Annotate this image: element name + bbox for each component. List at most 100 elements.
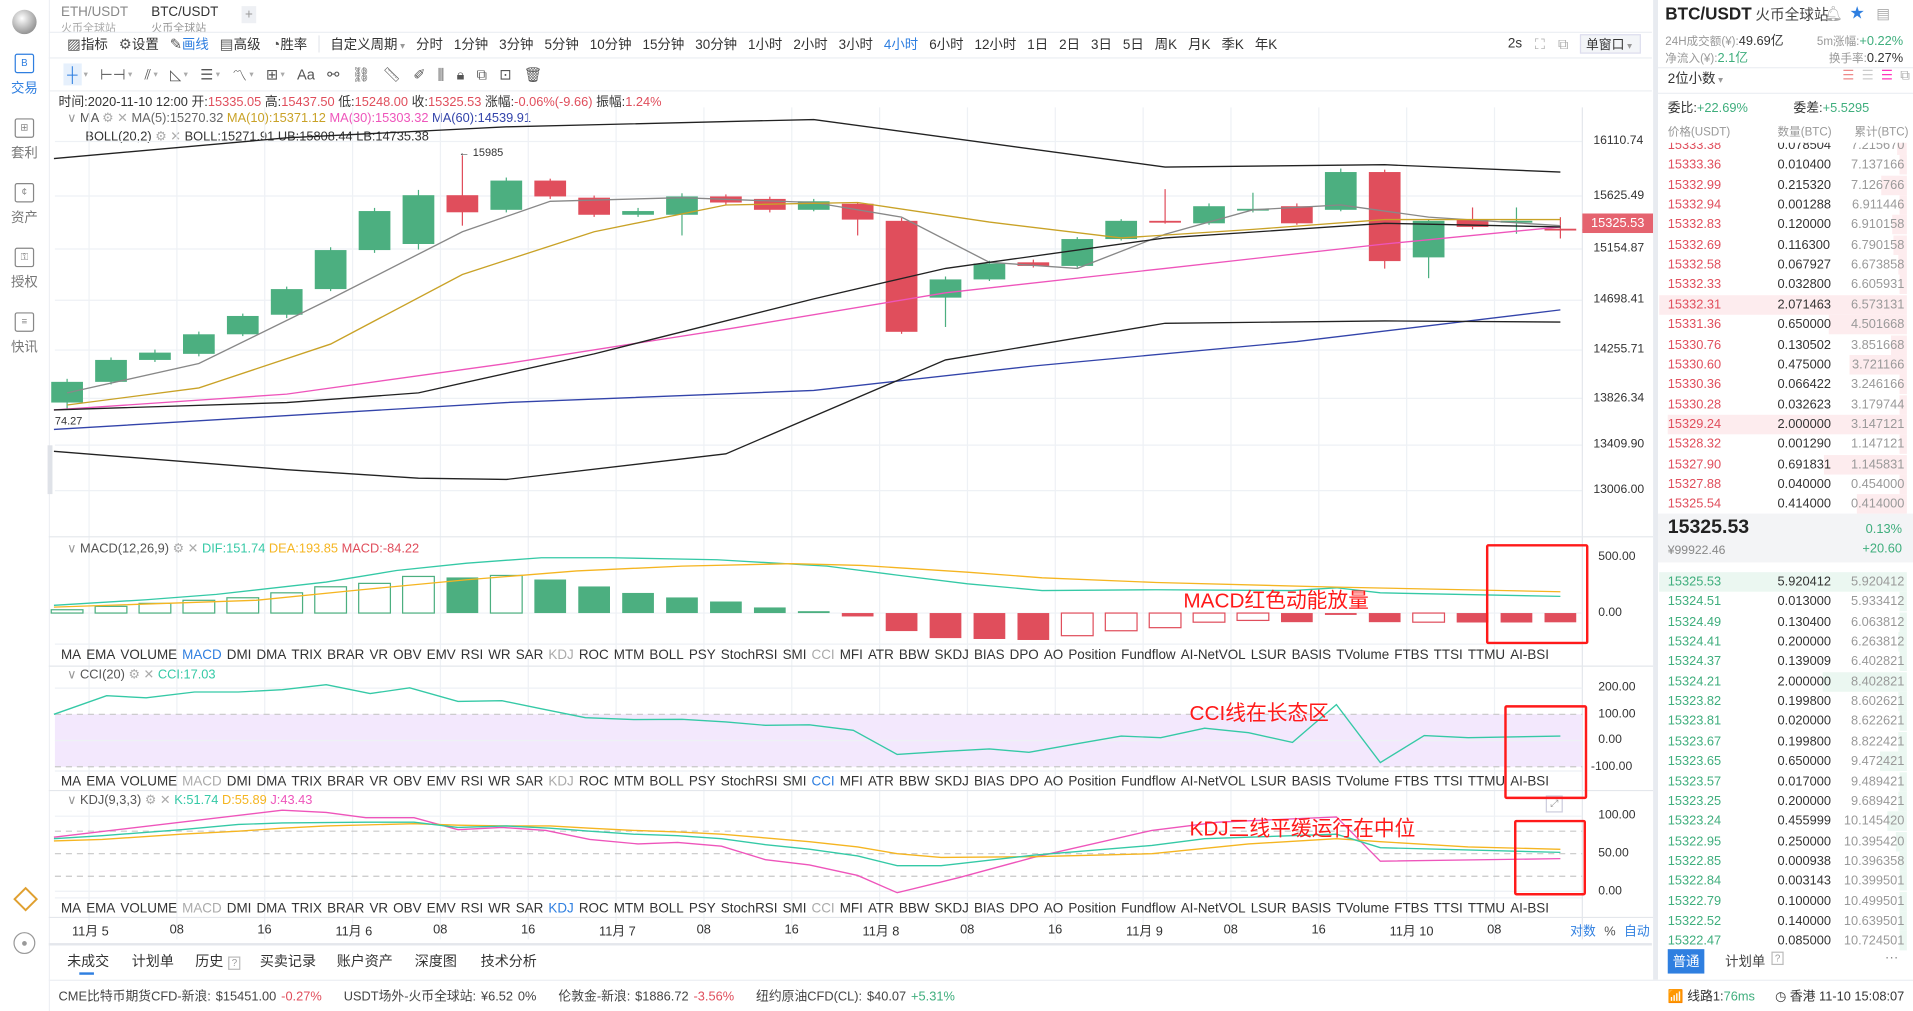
indicator-bbw[interactable]: BBW [898,774,930,790]
indicator-ttsi[interactable]: TTSI [1433,901,1463,917]
parallel-lines-icon[interactable]: ⫽ [144,65,152,83]
settings-icon[interactable]: ⚙ [102,111,114,126]
period-option[interactable]: 5分钟 [544,37,579,53]
indicator-smi[interactable]: SMI [782,774,807,790]
period-option[interactable]: 3小时 [838,37,873,53]
bid-row[interactable]: 15323.67 0.199800 8.822421 [1659,731,1907,752]
fullscreen-icon[interactable]: ⛶ [1534,35,1546,53]
indicator-basis[interactable]: BASIS [1291,647,1332,663]
indicator-skdj[interactable]: SKDJ [934,774,969,790]
ask-row[interactable]: 15332.83 0.120000 6.910158 [1659,215,1907,235]
chevron-down-icon[interactable]: ▾ [128,70,133,80]
indicator-fundflow[interactable]: Fundflow [1121,647,1176,663]
ticker-item[interactable]: 伦敦金-新浪: $1886.72 -3.56% [558,987,734,1005]
indicator-volume[interactable]: VOLUME [120,774,178,790]
indicator-cci[interactable]: CCI [811,647,835,663]
indicator-vr[interactable]: VR [369,647,389,663]
settings-icon[interactable]: ⚙ [144,793,157,808]
indicator-vr[interactable]: VR [369,901,389,917]
ask-row[interactable]: 15330.28 0.032623 3.179744 [1659,394,1907,415]
bid-row[interactable]: 15323.57 0.017000 9.489421 [1659,771,1907,792]
auto-scale-toggle[interactable]: 自动 [1624,924,1650,940]
indicator-ma[interactable]: MA [61,647,82,663]
indicator-emv[interactable]: EMV [426,647,456,663]
indicator-trix[interactable]: TRIX [291,774,322,790]
collapse-icon[interactable]: ∨ [67,793,77,808]
period-option[interactable]: 月K [1188,37,1211,53]
indicator-position[interactable]: Position [1068,901,1117,917]
period-option[interactable]: 6小时 [929,37,964,53]
settings-icon[interactable]: ● [13,932,36,955]
chevron-down-icon[interactable]: ▾ [153,70,158,80]
chevron-down-icon[interactable]: ▾ [280,70,285,80]
indicator-ao[interactable]: AO [1043,774,1064,790]
indicator-kdj[interactable]: KDJ [548,901,574,917]
sidebar-item[interactable]: ¢ 资产 [0,183,49,227]
indicator-rsi[interactable]: RSI [460,647,484,663]
indicator-volume[interactable]: VOLUME [120,647,178,663]
sidebar-item[interactable]: B 交易 [0,53,49,98]
indicator-ftbs[interactable]: FTBS [1394,647,1429,663]
depth-view-toggles[interactable]: ☰☰☰⧉ [1842,68,1910,83]
percent-scale-toggle[interactable]: % [1604,924,1616,940]
indicator-boll[interactable]: BOLL [649,774,684,790]
tool-3[interactable]: ▤ 高级 [220,34,261,54]
close-icon[interactable]: ✕ [170,129,181,144]
copy-icon[interactable]: ⧉ [476,65,488,83]
indicator-atr[interactable]: ATR [867,647,894,663]
collapse-icon[interactable]: ∨ [67,667,77,682]
indicator-sar[interactable]: SAR [515,774,544,790]
bid-row[interactable]: 15324.37 0.139009 6.402821 [1659,651,1907,672]
ticker-item[interactable]: USDT场外-火币全球站: ¥6.52 0% [344,987,537,1005]
indicator-sar[interactable]: SAR [515,901,544,917]
ask-row[interactable]: 15332.94 0.001288 6.911446 [1659,195,1907,215]
indicator-dpo[interactable]: DPO [1009,647,1039,663]
bid-row[interactable]: 15323.25 0.200000 9.689421 [1659,791,1907,812]
bottom-tab[interactable]: 技术分析 [481,952,537,972]
bid-row[interactable]: 15323.81 0.020000 8.622621 [1659,711,1907,732]
indicator-dmi[interactable]: DMI [226,647,252,663]
indicator-cci[interactable]: CCI [811,901,835,917]
indicator-obv[interactable]: OBV [393,774,422,790]
indicator-ttmu[interactable]: TTMU [1467,647,1506,663]
chevron-down-icon[interactable]: ▾ [215,70,221,80]
indicator-ma[interactable]: MA [61,774,82,790]
close-icon[interactable]: ✕ [159,793,171,808]
period-option[interactable]: 4小时 [883,37,919,53]
ticker-item[interactable]: 纽约原油CFD(CL): $40.07 +5.31% [756,987,955,1005]
indicator-dmi[interactable]: DMI [226,774,252,790]
indicator-brar[interactable]: BRAR [327,901,365,917]
indicator-kdj[interactable]: KDJ [548,647,574,663]
period-option[interactable]: 周K [1154,37,1178,53]
ask-row[interactable]: 15333.36 0.010400 7.137166 [1659,155,1907,175]
period-option[interactable]: 12小时 [974,37,1017,53]
tool-0[interactable]: ▨ 指标 [67,34,108,54]
period-select[interactable]: 自定义周期 ▾ [330,34,405,54]
indicator-trix[interactable]: TRIX [291,901,322,917]
aa-icon[interactable]: Aa [297,65,315,83]
indicator-wr[interactable]: WR [488,647,511,663]
sidebar-item[interactable]: ⚿ 授权 [0,247,49,292]
collapse-icon[interactable]: ∨ [67,541,77,557]
ask-row[interactable]: 15332.31 2.071463 6.573131 [1659,294,1907,315]
indicator-ao[interactable]: AO [1043,647,1064,663]
log-scale-toggle[interactable]: 对数 [1570,924,1596,940]
bid-row[interactable]: 15322.47 0.085000 10.724501 [1659,931,1907,951]
indicator-fundflow[interactable]: Fundflow [1121,774,1176,790]
bid-row[interactable]: 15323.24 0.455999 10.145420 [1659,811,1907,832]
lock-icon[interactable]: 🔒︎ [456,65,465,83]
collapse-icon[interactable]: ∨ [67,111,77,126]
triangle-icon[interactable]: ◺ [169,65,182,83]
tab-normal-order[interactable]: 普通 [1667,949,1705,974]
brush-icon[interactable]: ✐ [413,65,426,83]
indicator-dma[interactable]: DMA [256,647,287,663]
indicator-emv[interactable]: EMV [426,901,456,917]
bell-icon[interactable]: 🔔︎ [1823,4,1843,22]
sidebar-item[interactable]: ⊞ 套利 [0,118,49,162]
indicator-roc[interactable]: ROC [578,901,609,917]
period-option[interactable]: 1日 [1027,37,1049,53]
indicator-dma[interactable]: DMA [256,901,287,917]
indicator-mtm[interactable]: MTM [613,647,645,663]
indicator-brar[interactable]: BRAR [327,774,365,790]
tool-4[interactable]: ◔ 胜率 [271,34,307,54]
